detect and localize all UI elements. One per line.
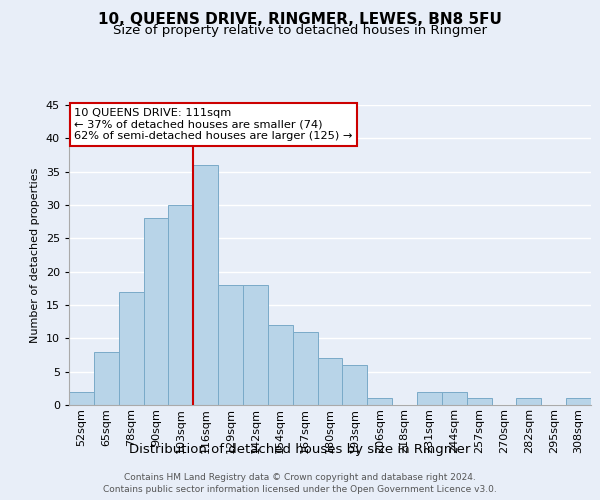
Bar (143, 218, 169, 405)
Bar (517, 398, 541, 405)
Bar (293, 332, 317, 405)
Bar (317, 358, 343, 405)
Bar (343, 365, 367, 405)
Text: 10, QUEENS DRIVE, RINGMER, LEWES, BN8 5FU: 10, QUEENS DRIVE, RINGMER, LEWES, BN8 5F… (98, 12, 502, 28)
Bar (243, 285, 268, 405)
Bar (193, 165, 218, 405)
Bar (442, 392, 467, 405)
Y-axis label: Number of detached properties: Number of detached properties (30, 168, 40, 342)
Text: Contains HM Land Registry data © Crown copyright and database right 2024.: Contains HM Land Registry data © Crown c… (124, 472, 476, 482)
Text: Size of property relative to detached houses in Ringmer: Size of property relative to detached ho… (113, 24, 487, 37)
Bar (119, 292, 143, 405)
Text: 10 QUEENS DRIVE: 111sqm
← 37% of detached houses are smaller (74)
62% of semi-de: 10 QUEENS DRIVE: 111sqm ← 37% of detache… (74, 108, 353, 141)
Bar (566, 398, 591, 405)
Text: Distribution of detached houses by size in Ringmer: Distribution of detached houses by size … (130, 442, 470, 456)
Bar (94, 352, 119, 405)
Bar (169, 205, 193, 405)
Bar (69, 392, 94, 405)
Text: Contains public sector information licensed under the Open Government Licence v3: Contains public sector information licen… (103, 485, 497, 494)
Bar (218, 285, 243, 405)
Bar (417, 392, 442, 405)
Bar (467, 398, 491, 405)
Bar (268, 325, 293, 405)
Bar (367, 398, 392, 405)
